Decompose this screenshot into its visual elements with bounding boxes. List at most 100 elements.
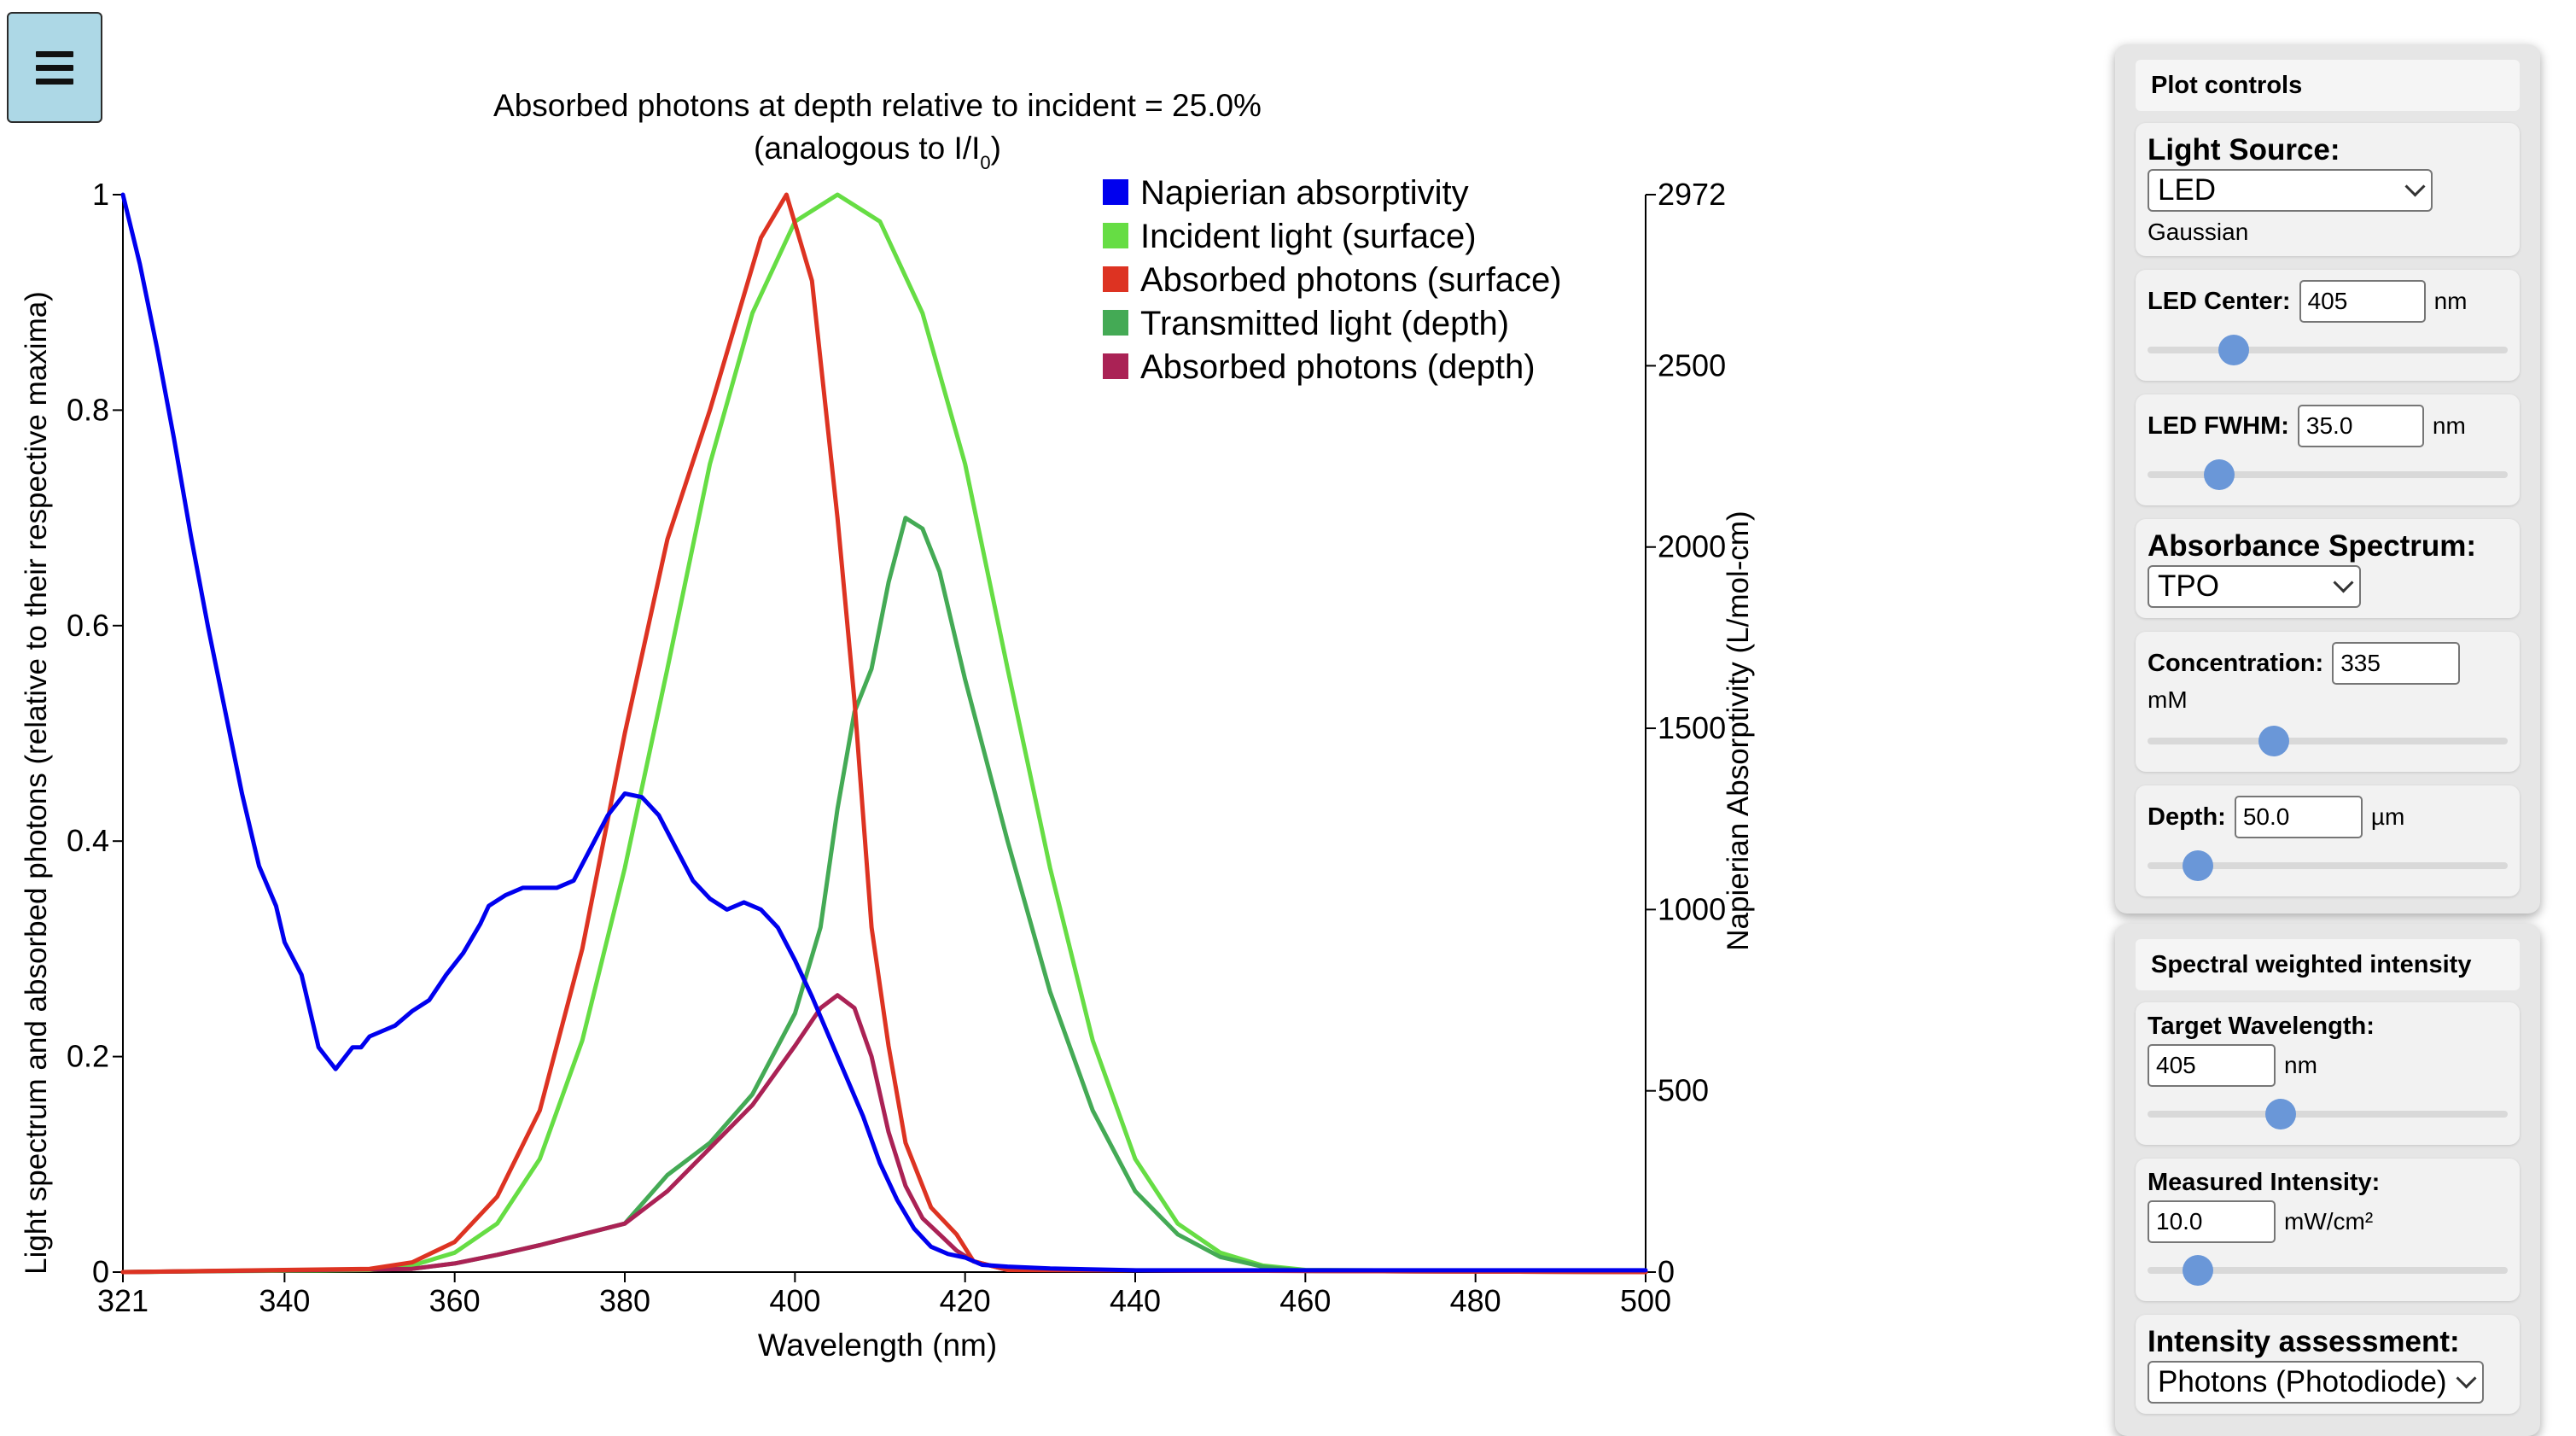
spectral-weighted-intensity-panel: Spectral weighted intensity Target Wavel…	[2115, 924, 2540, 1436]
light-source-card: Light Source: LED Gaussian	[2136, 123, 2520, 256]
legend-label-absorbed-photons-depth: Absorbed photons (depth)	[1140, 348, 1536, 386]
y-left-tick-label: 1	[92, 177, 109, 212]
slider-thumb[interactable]	[2258, 726, 2289, 756]
intensity-assessment-label: Intensity assessment:	[2148, 1325, 2460, 1358]
target-wavelength-input[interactable]: 405	[2148, 1044, 2276, 1087]
x-tick-label: 380	[599, 1283, 650, 1318]
led-fwhm-label: LED FWHM:	[2148, 412, 2289, 440]
intensity-assessment-select[interactable]: Photons (Photodiode)	[2148, 1361, 2484, 1404]
measured-intensity-label: Measured Intensity:	[2148, 1169, 2381, 1196]
depth-unit: µm	[2370, 803, 2405, 830]
target-wavelength-unit: nm	[2284, 1052, 2317, 1078]
measured-intensity-unit: mW/cm²	[2284, 1208, 2374, 1235]
chart-title: Absorbed photons at depth relative to in…	[493, 88, 1262, 123]
legend-swatch-absorbed-photons-surface	[1103, 266, 1128, 292]
series-line-absorbed-photons-surface	[120, 192, 1648, 1275]
concentration-unit: mM	[2148, 686, 2188, 713]
y-right-tick-label: 1500	[1658, 710, 1726, 745]
led-fwhm-card: LED FWHM: 35.0 nm	[2136, 394, 2520, 505]
measured-intensity-card: Measured Intensity: 10.0 mW/cm²	[2136, 1159, 2520, 1301]
concentration-label: Concentration:	[2148, 649, 2324, 677]
measured-intensity-slider[interactable]	[2148, 1248, 2508, 1291]
x-tick-label: 321	[97, 1283, 149, 1318]
led-center-slider[interactable]	[2148, 328, 2508, 371]
led-center-input[interactable]: 405	[2299, 280, 2426, 323]
depth-card: Depth: 50.0 µm	[2136, 785, 2520, 896]
hamburger-icon	[36, 50, 73, 85]
x-tick-label: 360	[429, 1283, 481, 1318]
series-line-incident-light-surface	[120, 192, 1648, 1275]
absorbance-spectrum-label: Absorbance Spectrum:	[2148, 529, 2477, 563]
plot-controls-header: Plot controls	[2136, 60, 2520, 111]
series-line-transmitted-light-depth	[120, 516, 1648, 1275]
y-right-tick-label: 2972	[1658, 177, 1726, 212]
x-tick-label: 340	[259, 1283, 310, 1318]
y-left-tick-label: 0.4	[67, 823, 109, 858]
spectrum-chart: Absorbed photons at depth relative to in…	[20, 88, 1755, 1363]
y-left-tick-label: 0	[92, 1254, 109, 1289]
legend-swatch-absorbed-photons-depth	[1103, 353, 1128, 379]
slider-thumb[interactable]	[2204, 459, 2235, 490]
intensity-assessment-value: Photons (Photodiode)	[2158, 1365, 2447, 1398]
light-source-note: Gaussian	[2148, 219, 2249, 245]
absorbance-spectrum-card: Absorbance Spectrum: TPO	[2136, 519, 2520, 618]
x-tick-label: 400	[769, 1283, 820, 1318]
y-left-tick-label: 0.2	[67, 1039, 109, 1074]
light-source-value: LED	[2158, 173, 2217, 207]
chevron-down-icon	[2404, 175, 2426, 197]
series-line-napierian-absorptivity	[120, 192, 1648, 1273]
legend-label-incident-light-surface: Incident light (surface)	[1140, 218, 1477, 255]
legend-label-napierian-absorptivity: Napierian absorptivity	[1140, 174, 1469, 212]
y-left-tick-label: 0.6	[67, 608, 109, 643]
x-tick-label: 500	[1620, 1283, 1671, 1318]
absorbance-spectrum-select[interactable]: TPO	[2148, 565, 2361, 608]
target-wavelength-card: Target Wavelength: 405 nm	[2136, 1002, 2520, 1145]
legend-swatch-incident-light-surface	[1103, 223, 1128, 248]
led-fwhm-slider[interactable]	[2148, 452, 2508, 495]
x-tick-label: 460	[1279, 1283, 1331, 1318]
series-line-absorbed-photons-depth	[120, 993, 1648, 1275]
y-right-tick-label: 500	[1658, 1073, 1709, 1108]
slider-thumb[interactable]	[2265, 1099, 2297, 1130]
led-center-unit: nm	[2433, 288, 2468, 314]
x-tick-label: 480	[1450, 1283, 1501, 1318]
depth-slider[interactable]	[2148, 844, 2508, 886]
chevron-down-icon	[2456, 1367, 2477, 1389]
concentration-input[interactable]: 335	[2332, 642, 2461, 685]
concentration-slider[interactable]	[2148, 719, 2508, 762]
y-axis-label-left: Light spectrum and absorbed photons (rel…	[20, 291, 53, 1275]
y-left-tick-label: 0.8	[67, 392, 109, 427]
chart-subtitle: (analogous to I/I0)	[754, 131, 1001, 173]
led-fwhm-unit: nm	[2432, 412, 2466, 439]
target-wavelength-slider[interactable]	[2148, 1092, 2508, 1135]
spectral-weighted-intensity-header: Spectral weighted intensity	[2136, 939, 2520, 990]
concentration-card: Concentration: 335 mM	[2136, 632, 2520, 772]
y-right-tick-label: 2000	[1658, 529, 1726, 564]
slider-thumb[interactable]	[2183, 1255, 2214, 1286]
plot-controls-panel: Plot controls Light Source: LED Gaussian…	[2115, 44, 2540, 914]
intensity-assessment-card: Intensity assessment: Photons (Photodiod…	[2136, 1315, 2520, 1414]
legend-label-absorbed-photons-surface: Absorbed photons (surface)	[1140, 261, 1562, 299]
led-center-label: LED Center:	[2148, 287, 2291, 315]
legend-swatch-napierian-absorptivity	[1103, 179, 1128, 205]
legend-label-transmitted-light-depth: Transmitted light (depth)	[1140, 305, 1509, 342]
depth-input[interactable]: 50.0	[2234, 796, 2363, 838]
depth-label: Depth:	[2148, 803, 2226, 831]
x-axis-label: Wavelength (nm)	[758, 1328, 997, 1363]
menu-button[interactable]	[7, 12, 102, 123]
y-right-tick-label: 1000	[1658, 891, 1726, 926]
light-source-select[interactable]: LED	[2148, 169, 2433, 212]
target-wavelength-label: Target Wavelength:	[2148, 1013, 2375, 1040]
absorbance-spectrum-value: TPO	[2158, 569, 2219, 603]
x-tick-label: 440	[1110, 1283, 1161, 1318]
x-tick-label: 420	[940, 1283, 991, 1318]
y-axis-label-right: Napierian Absorptivity (L/mol-cm)	[1722, 511, 1755, 950]
led-fwhm-input[interactable]: 35.0	[2297, 405, 2424, 447]
slider-thumb[interactable]	[2183, 850, 2214, 881]
legend-swatch-transmitted-light-depth	[1103, 310, 1128, 336]
y-right-tick-label: 2500	[1658, 347, 1726, 382]
led-center-card: LED Center: 405 nm	[2136, 270, 2520, 381]
measured-intensity-input[interactable]: 10.0	[2148, 1200, 2276, 1243]
light-source-label: Light Source:	[2148, 133, 2340, 166]
slider-thumb[interactable]	[2218, 335, 2250, 365]
